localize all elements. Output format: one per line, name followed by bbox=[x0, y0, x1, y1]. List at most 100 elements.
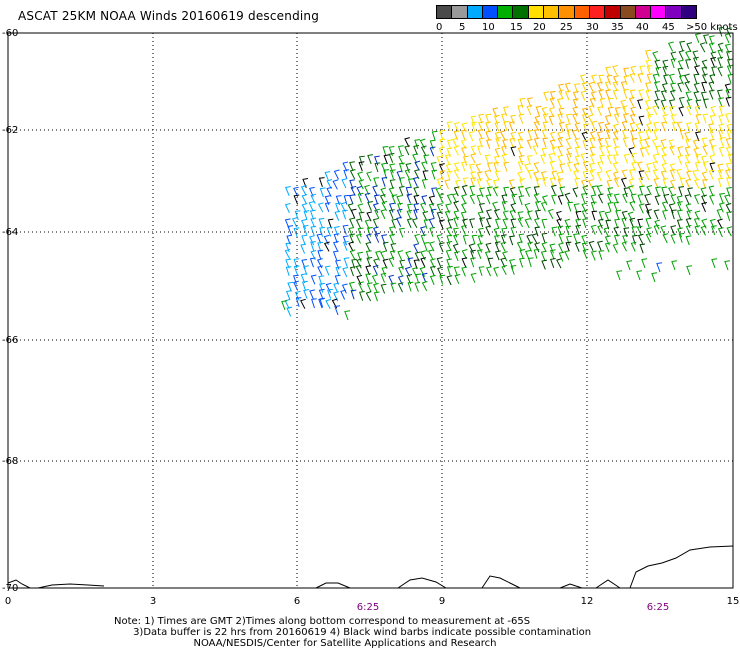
wind-barb bbox=[623, 88, 629, 99]
wind-barb bbox=[695, 131, 701, 142]
wind-barb bbox=[533, 217, 540, 228]
wind-barb bbox=[686, 170, 692, 181]
wind-barb bbox=[612, 64, 619, 76]
wind-barb bbox=[380, 209, 387, 220]
wind-barb bbox=[301, 234, 308, 245]
wind-barb bbox=[526, 234, 533, 245]
wind-barb bbox=[358, 211, 365, 222]
wind-barb bbox=[469, 194, 476, 205]
wind-barb bbox=[581, 82, 588, 93]
wind-barb bbox=[419, 226, 426, 237]
wind-barb bbox=[587, 114, 594, 125]
wind-barb bbox=[477, 235, 484, 245]
wind-barb bbox=[623, 187, 630, 198]
wind-barb bbox=[670, 209, 677, 220]
wind-barb bbox=[598, 210, 605, 221]
wind-barb bbox=[612, 137, 619, 148]
wind-barb bbox=[597, 160, 603, 171]
wind-barb bbox=[311, 298, 317, 309]
wind-barb bbox=[685, 235, 692, 246]
wind-barb bbox=[453, 145, 460, 156]
wind-barb bbox=[335, 259, 341, 270]
wind-barb bbox=[372, 185, 378, 196]
wind-barb bbox=[629, 217, 636, 228]
wind-barb bbox=[286, 290, 292, 300]
wind-barb bbox=[524, 218, 531, 229]
wind-barb bbox=[612, 75, 619, 86]
wind-barb bbox=[693, 194, 700, 205]
wind-barb bbox=[582, 218, 589, 229]
wind-barb bbox=[709, 154, 715, 165]
wind-barb bbox=[653, 177, 660, 189]
wind-barb bbox=[694, 210, 701, 221]
lon-tick-label: 3 bbox=[150, 596, 156, 607]
wind-barb bbox=[677, 227, 683, 238]
wind-barb bbox=[670, 114, 677, 125]
wind-barb bbox=[711, 225, 717, 236]
wind-barb bbox=[334, 305, 341, 316]
wind-barb bbox=[333, 226, 340, 236]
wind-barb bbox=[388, 187, 395, 198]
wind-barb bbox=[388, 274, 395, 285]
wind-barb bbox=[534, 115, 541, 126]
wind-barb bbox=[716, 208, 723, 219]
wind-barb bbox=[486, 217, 492, 228]
wind-barb bbox=[366, 171, 373, 182]
wind-barb bbox=[526, 210, 533, 221]
wind-barb bbox=[604, 123, 611, 134]
wind-barb bbox=[324, 171, 331, 182]
wind-barb bbox=[622, 105, 628, 116]
wind-barb bbox=[348, 281, 355, 292]
wind-barb bbox=[375, 250, 381, 261]
wind-barb bbox=[331, 298, 338, 309]
wind-barb bbox=[364, 192, 371, 203]
wind-barb bbox=[414, 233, 420, 244]
wind-barb bbox=[420, 202, 426, 213]
wind-barb bbox=[543, 91, 549, 102]
wind-barb bbox=[676, 209, 683, 220]
wind-barb bbox=[494, 170, 501, 181]
wind-barb bbox=[397, 275, 404, 286]
wind-barb bbox=[349, 179, 355, 190]
wind-barb bbox=[717, 56, 723, 67]
wind-barb bbox=[342, 240, 349, 251]
wind-barb bbox=[309, 235, 315, 246]
wind-barb bbox=[701, 66, 708, 77]
wind-barb bbox=[590, 250, 597, 261]
wind-barb bbox=[535, 200, 541, 211]
wind-barb bbox=[702, 179, 708, 189]
wind-barb bbox=[708, 42, 715, 53]
wind-barb bbox=[503, 161, 510, 172]
wind-barb bbox=[558, 107, 565, 118]
wind-barb bbox=[661, 186, 668, 197]
wind-barb bbox=[519, 178, 526, 189]
wind-barb bbox=[349, 161, 355, 172]
wind-barb bbox=[717, 66, 724, 77]
wind-barb bbox=[302, 224, 309, 235]
wind-barb bbox=[446, 240, 453, 251]
wind-barb bbox=[285, 186, 291, 196]
wind-barb bbox=[574, 146, 581, 157]
wind-barb bbox=[413, 259, 420, 270]
wind-barb bbox=[587, 179, 594, 190]
wind-barb bbox=[535, 105, 542, 116]
wind-barb bbox=[516, 241, 523, 252]
wind-barb bbox=[518, 113, 525, 124]
wind-barb bbox=[389, 202, 395, 213]
wind-barb bbox=[644, 137, 651, 148]
wind-barb bbox=[381, 177, 388, 187]
wind-barb bbox=[365, 233, 372, 244]
wind-barb bbox=[604, 211, 611, 222]
wind-barb bbox=[502, 210, 509, 221]
wind-barb bbox=[709, 128, 715, 139]
legend-label: 40 bbox=[636, 22, 649, 33]
wind-barb bbox=[495, 250, 501, 261]
wind-barb bbox=[359, 291, 365, 301]
wind-barb bbox=[661, 154, 668, 165]
wind-barb bbox=[613, 123, 619, 134]
wind-barb bbox=[365, 241, 372, 252]
wind-barb bbox=[388, 152, 395, 163]
wind-barb bbox=[549, 177, 556, 188]
wind-barb bbox=[589, 97, 596, 108]
wind-barb bbox=[479, 187, 485, 198]
